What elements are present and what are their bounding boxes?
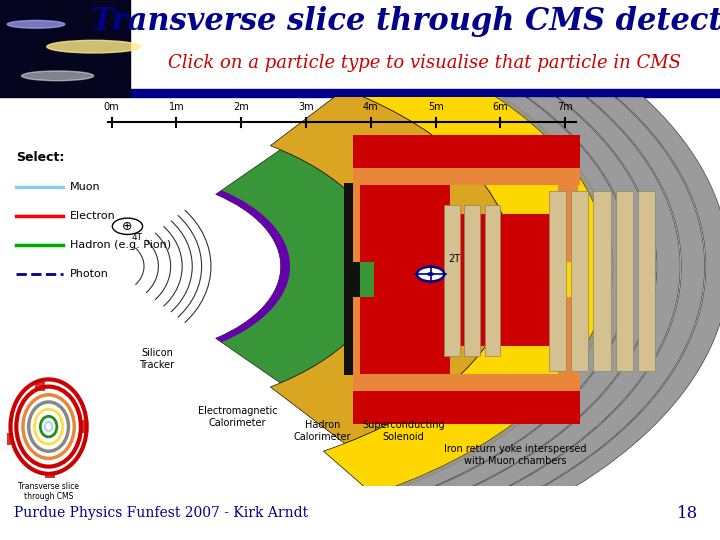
Text: Muon: Muon	[70, 181, 101, 192]
Bar	[130, 90, 720, 97]
Bar	[616, 191, 633, 372]
Text: Iron return yoke interspersed
with Muon chambers: Iron return yoke interspersed with Muon …	[444, 444, 586, 465]
Bar	[35, 382, 45, 391]
Text: 2T: 2T	[449, 254, 461, 265]
Text: Select:: Select:	[16, 151, 64, 164]
Text: ⊕: ⊕	[122, 220, 132, 233]
Circle shape	[417, 267, 444, 281]
Bar	[558, 296, 578, 374]
Text: Purdue Physics Funfest 2007 - Kirk Arndt: Purdue Physics Funfest 2007 - Kirk Arndt	[14, 506, 309, 520]
Bar	[454, 374, 472, 400]
Text: Silicon
Tracker: Silicon Tracker	[140, 348, 174, 369]
Text: Photon: Photon	[70, 269, 109, 279]
Circle shape	[112, 218, 143, 234]
Bar	[353, 185, 373, 262]
Text: Electromagnetic
Calorimeter: Electromagnetic Calorimeter	[198, 406, 277, 428]
Text: Hadron (e.g. Pion): Hadron (e.g. Pion)	[70, 240, 171, 250]
Bar	[5, 433, 12, 445]
Bar	[353, 136, 580, 168]
Text: Click on a particle type to visualise that particle in CMS: Click on a particle type to visualise th…	[168, 54, 681, 72]
Bar	[593, 191, 611, 372]
Text: 5m: 5m	[428, 102, 444, 112]
Text: 18: 18	[677, 504, 698, 522]
Circle shape	[47, 40, 140, 53]
Text: 7m: 7m	[557, 102, 573, 112]
Wedge shape	[431, 17, 680, 515]
Text: 6m: 6m	[492, 102, 508, 112]
Bar	[558, 185, 578, 262]
Bar	[571, 191, 588, 372]
Text: 2m: 2m	[233, 102, 249, 112]
Text: Superconducting
Solenoid: Superconducting Solenoid	[362, 420, 444, 442]
Wedge shape	[216, 191, 290, 342]
Wedge shape	[380, 30, 631, 502]
Wedge shape	[216, 150, 386, 383]
Bar	[353, 391, 580, 424]
Bar	[353, 168, 580, 185]
Text: 0m: 0m	[104, 102, 120, 112]
Text: Transverse slice
through CMS: Transverse slice through CMS	[18, 482, 79, 502]
Text: Transverse slice through CMS detector: Transverse slice through CMS detector	[91, 6, 720, 37]
Wedge shape	[456, 11, 705, 521]
Bar	[454, 159, 472, 185]
Wedge shape	[405, 24, 656, 509]
Wedge shape	[323, 36, 613, 497]
Bar	[79, 421, 86, 433]
Circle shape	[427, 272, 434, 276]
Text: 3m: 3m	[298, 102, 314, 112]
Bar	[353, 296, 373, 374]
Text: 4T: 4T	[132, 233, 143, 242]
Bar	[344, 183, 360, 375]
Bar	[353, 374, 580, 391]
Circle shape	[22, 71, 94, 80]
Wedge shape	[484, 6, 720, 526]
Circle shape	[7, 21, 65, 28]
Bar	[549, 191, 566, 372]
Bar	[464, 205, 480, 356]
Text: Hadron
Calorimeter: Hadron Calorimeter	[294, 420, 351, 442]
Bar	[0, 0, 130, 97]
Bar	[444, 205, 460, 356]
Bar	[360, 296, 450, 374]
Bar	[45, 475, 55, 483]
Text: 4m: 4m	[363, 102, 379, 112]
Text: 1m: 1m	[168, 102, 184, 112]
Bar	[360, 185, 450, 262]
Bar	[638, 191, 655, 372]
Text: Electron: Electron	[70, 211, 116, 221]
Bar	[485, 205, 500, 356]
Bar	[374, 214, 558, 346]
Wedge shape	[271, 89, 514, 443]
